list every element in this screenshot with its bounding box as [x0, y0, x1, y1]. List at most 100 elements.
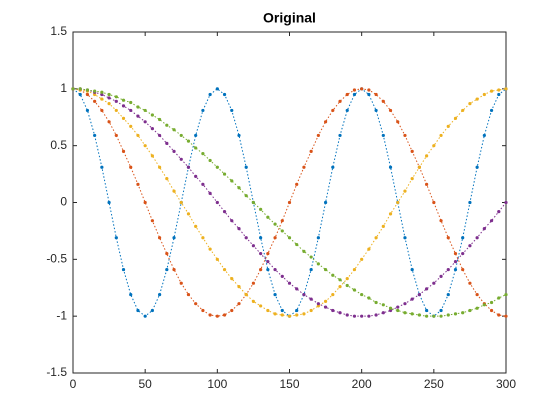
point — [266, 308, 270, 313]
point — [100, 97, 104, 101]
point — [475, 306, 479, 310]
point — [121, 267, 126, 272]
point — [201, 182, 205, 186]
point — [453, 260, 458, 264]
point — [266, 215, 270, 219]
point — [222, 172, 227, 176]
point — [403, 133, 407, 138]
point — [309, 255, 313, 259]
point — [165, 141, 169, 145]
point — [381, 99, 385, 103]
point — [410, 297, 414, 301]
y-tick-label: -1.5 — [46, 365, 67, 379]
point — [439, 219, 443, 223]
point — [396, 305, 400, 309]
point — [230, 179, 234, 183]
point — [85, 108, 90, 113]
point — [345, 108, 349, 113]
point — [489, 108, 494, 113]
point — [504, 87, 508, 91]
point — [121, 116, 126, 120]
point — [410, 149, 414, 153]
point — [100, 165, 104, 169]
point — [215, 314, 219, 318]
point — [136, 133, 140, 138]
point — [201, 308, 205, 313]
point — [468, 244, 472, 248]
point — [186, 139, 191, 143]
point — [468, 308, 472, 313]
point — [259, 304, 263, 308]
point — [179, 281, 183, 285]
point — [114, 236, 118, 240]
point — [215, 257, 219, 261]
point — [374, 92, 378, 97]
point — [316, 302, 320, 306]
point — [432, 281, 436, 285]
point — [367, 247, 371, 251]
point — [215, 165, 219, 169]
point — [425, 182, 429, 186]
point — [107, 102, 111, 106]
point — [425, 308, 429, 313]
point — [244, 292, 248, 297]
point — [410, 177, 414, 181]
point — [280, 313, 284, 317]
point — [302, 249, 306, 253]
point — [309, 267, 313, 272]
point — [497, 88, 501, 92]
point — [201, 152, 205, 156]
point — [215, 200, 219, 205]
point — [287, 236, 292, 240]
point — [237, 186, 241, 190]
point — [259, 207, 263, 211]
point — [446, 292, 450, 297]
point — [403, 236, 407, 240]
point — [446, 236, 450, 240]
point — [172, 267, 176, 272]
point — [497, 313, 501, 317]
point — [316, 262, 320, 266]
point — [172, 189, 176, 193]
point — [266, 260, 270, 264]
point — [489, 89, 494, 93]
point — [504, 292, 508, 297]
point — [230, 108, 234, 113]
point — [93, 99, 97, 103]
point — [345, 283, 349, 288]
point — [237, 302, 241, 306]
point — [381, 224, 385, 228]
point — [381, 303, 385, 307]
point — [237, 133, 241, 138]
point — [280, 229, 284, 233]
point — [302, 165, 306, 169]
point — [504, 314, 508, 318]
point — [446, 313, 450, 317]
point — [345, 313, 349, 317]
point — [194, 302, 198, 306]
point — [129, 108, 133, 113]
point — [186, 292, 191, 297]
point — [251, 299, 256, 303]
x-tick-label: 50 — [138, 377, 152, 391]
point — [93, 133, 97, 138]
chart-title: Original — [263, 10, 316, 26]
point — [388, 306, 393, 310]
y-tick-label: 0 — [60, 195, 67, 209]
point — [388, 108, 393, 113]
point — [432, 144, 436, 148]
point — [114, 133, 118, 138]
point — [338, 278, 342, 282]
point — [468, 281, 472, 285]
point — [273, 267, 277, 272]
point — [360, 314, 364, 318]
point — [158, 165, 162, 169]
point — [323, 200, 328, 205]
point — [165, 267, 169, 272]
point — [259, 236, 263, 240]
point — [316, 133, 320, 138]
point — [114, 95, 118, 99]
point — [237, 285, 241, 289]
point — [396, 120, 400, 124]
point — [323, 299, 328, 303]
